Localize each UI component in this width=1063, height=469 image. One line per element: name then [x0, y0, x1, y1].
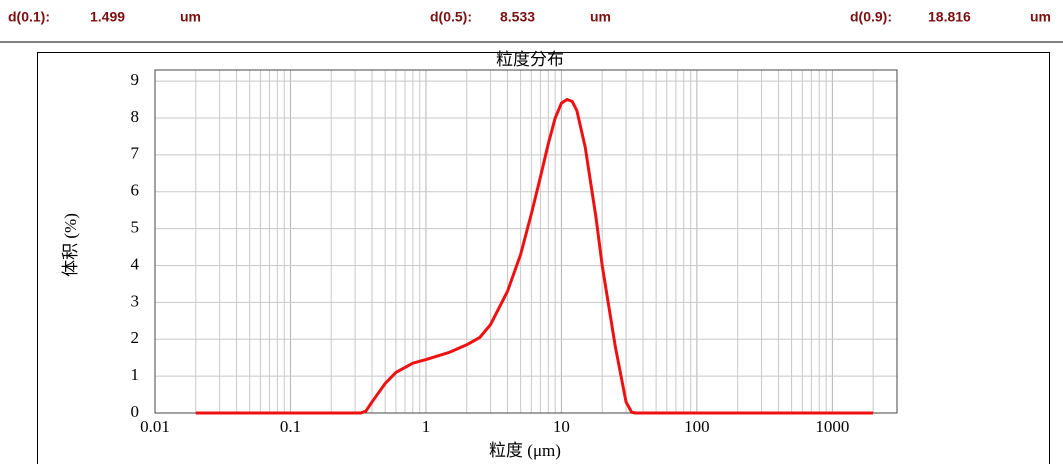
y-tick-label: 1 — [131, 365, 140, 384]
stat-label: d(0.5): — [430, 9, 472, 25]
y-tick-label: 5 — [131, 217, 140, 236]
x-axis-label: 粒度 (μm) — [489, 441, 561, 460]
y-tick-label: 9 — [131, 70, 140, 89]
stat-label: d(0.9): — [850, 9, 892, 25]
stat-unit: um — [1030, 9, 1051, 25]
y-tick-label: 4 — [131, 254, 140, 273]
stat-value: 8.533 — [500, 9, 535, 25]
y-tick-label: 3 — [131, 291, 140, 310]
stat-unit: um — [180, 9, 201, 25]
y-axis-label: 体积 (%) — [61, 213, 80, 277]
y-tick-label: 2 — [131, 328, 140, 347]
y-tick-label: 0 — [131, 402, 140, 421]
x-tick-label: 100 — [684, 417, 710, 436]
x-tick-label: 1000 — [815, 417, 849, 436]
x-tick-label: 1 — [422, 417, 431, 436]
chart-title: 粒度分布 — [496, 50, 564, 69]
y-tick-label: 6 — [131, 181, 140, 200]
y-tick-label: 8 — [131, 107, 140, 126]
x-tick-label: 0.1 — [280, 417, 301, 436]
plot-frame — [154, 69, 898, 414]
distribution-line — [195, 98, 874, 415]
x-tick-label: 10 — [553, 417, 570, 436]
stat-value: 1.499 — [90, 9, 125, 25]
stat-label: d(0.1): — [8, 9, 50, 25]
stat-unit: um — [590, 9, 611, 25]
chart-frame — [37, 52, 1050, 469]
y-tick-label: 7 — [131, 144, 140, 163]
x-tick-label: 0.01 — [140, 417, 170, 436]
stat-value: 18.816 — [928, 9, 971, 25]
